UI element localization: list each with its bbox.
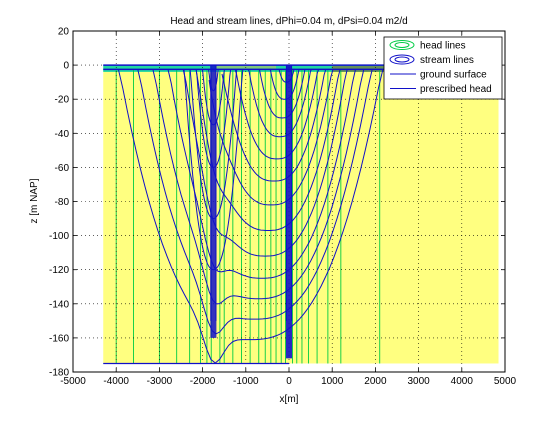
top-layer-shade-2 bbox=[215, 65, 277, 69]
y-tick-label: -100 bbox=[49, 231, 69, 242]
chart-title: Head and stream lines, dPhi=0.04 m, dPsi… bbox=[170, 16, 407, 27]
well-right bbox=[286, 65, 292, 359]
legend-swatch bbox=[389, 54, 415, 65]
y-tick-label: -40 bbox=[55, 129, 70, 140]
y-tick-label: -60 bbox=[55, 163, 70, 174]
x-tick-label: -5000 bbox=[60, 376, 86, 387]
x-tick-label: -2000 bbox=[190, 376, 216, 387]
y-tick-label: -20 bbox=[55, 95, 70, 106]
y-tick-label: -160 bbox=[49, 333, 69, 344]
stream-line bbox=[137, 69, 373, 335]
legend-swatch bbox=[394, 56, 410, 63]
legend-label: ground surface bbox=[420, 70, 487, 81]
top-layer-band bbox=[103, 65, 499, 72]
x-tick-label: -1000 bbox=[233, 376, 259, 387]
legend-label: stream lines bbox=[420, 55, 474, 66]
y-axis-label: z [m NAP] bbox=[29, 178, 40, 223]
legend-label: prescribed head bbox=[420, 84, 492, 95]
x-axis-label: x[m] bbox=[280, 394, 299, 405]
stream-line bbox=[167, 69, 356, 279]
y-tick-label: -120 bbox=[49, 265, 69, 276]
legend-swatch bbox=[389, 40, 415, 50]
stream-line bbox=[117, 69, 384, 364]
legend-label: head lines bbox=[420, 41, 466, 52]
stream-line bbox=[195, 69, 341, 231]
x-tick-label: 3000 bbox=[407, 376, 430, 387]
y-tick-label: 20 bbox=[58, 27, 70, 38]
stream-line bbox=[258, 68, 306, 119]
x-tick-label: 4000 bbox=[451, 376, 474, 387]
well-left bbox=[210, 65, 217, 338]
y-tick-label: -180 bbox=[49, 368, 69, 379]
stream-line bbox=[269, 68, 300, 100]
aquifer-domain bbox=[103, 69, 499, 364]
y-tick-label: -140 bbox=[49, 299, 69, 310]
x-tick-label: 5000 bbox=[494, 376, 517, 387]
legend: head lines stream lines ground surface pres… bbox=[383, 36, 503, 100]
x-tick-label: -4000 bbox=[103, 376, 129, 387]
stream-line bbox=[152, 69, 365, 305]
x-tick-label: 2000 bbox=[364, 376, 387, 387]
legend-swatch bbox=[394, 42, 410, 48]
stream-line bbox=[221, 69, 327, 182]
stream-line bbox=[208, 69, 334, 206]
x-tick-label: 1000 bbox=[321, 376, 344, 387]
x-tick-label: 0 bbox=[286, 376, 292, 387]
stream-line bbox=[247, 69, 313, 138]
stream-line bbox=[234, 69, 320, 160]
y-tick-label: 0 bbox=[63, 61, 69, 72]
y-tick-label: -80 bbox=[55, 197, 70, 208]
x-tick-label: -3000 bbox=[147, 376, 173, 387]
